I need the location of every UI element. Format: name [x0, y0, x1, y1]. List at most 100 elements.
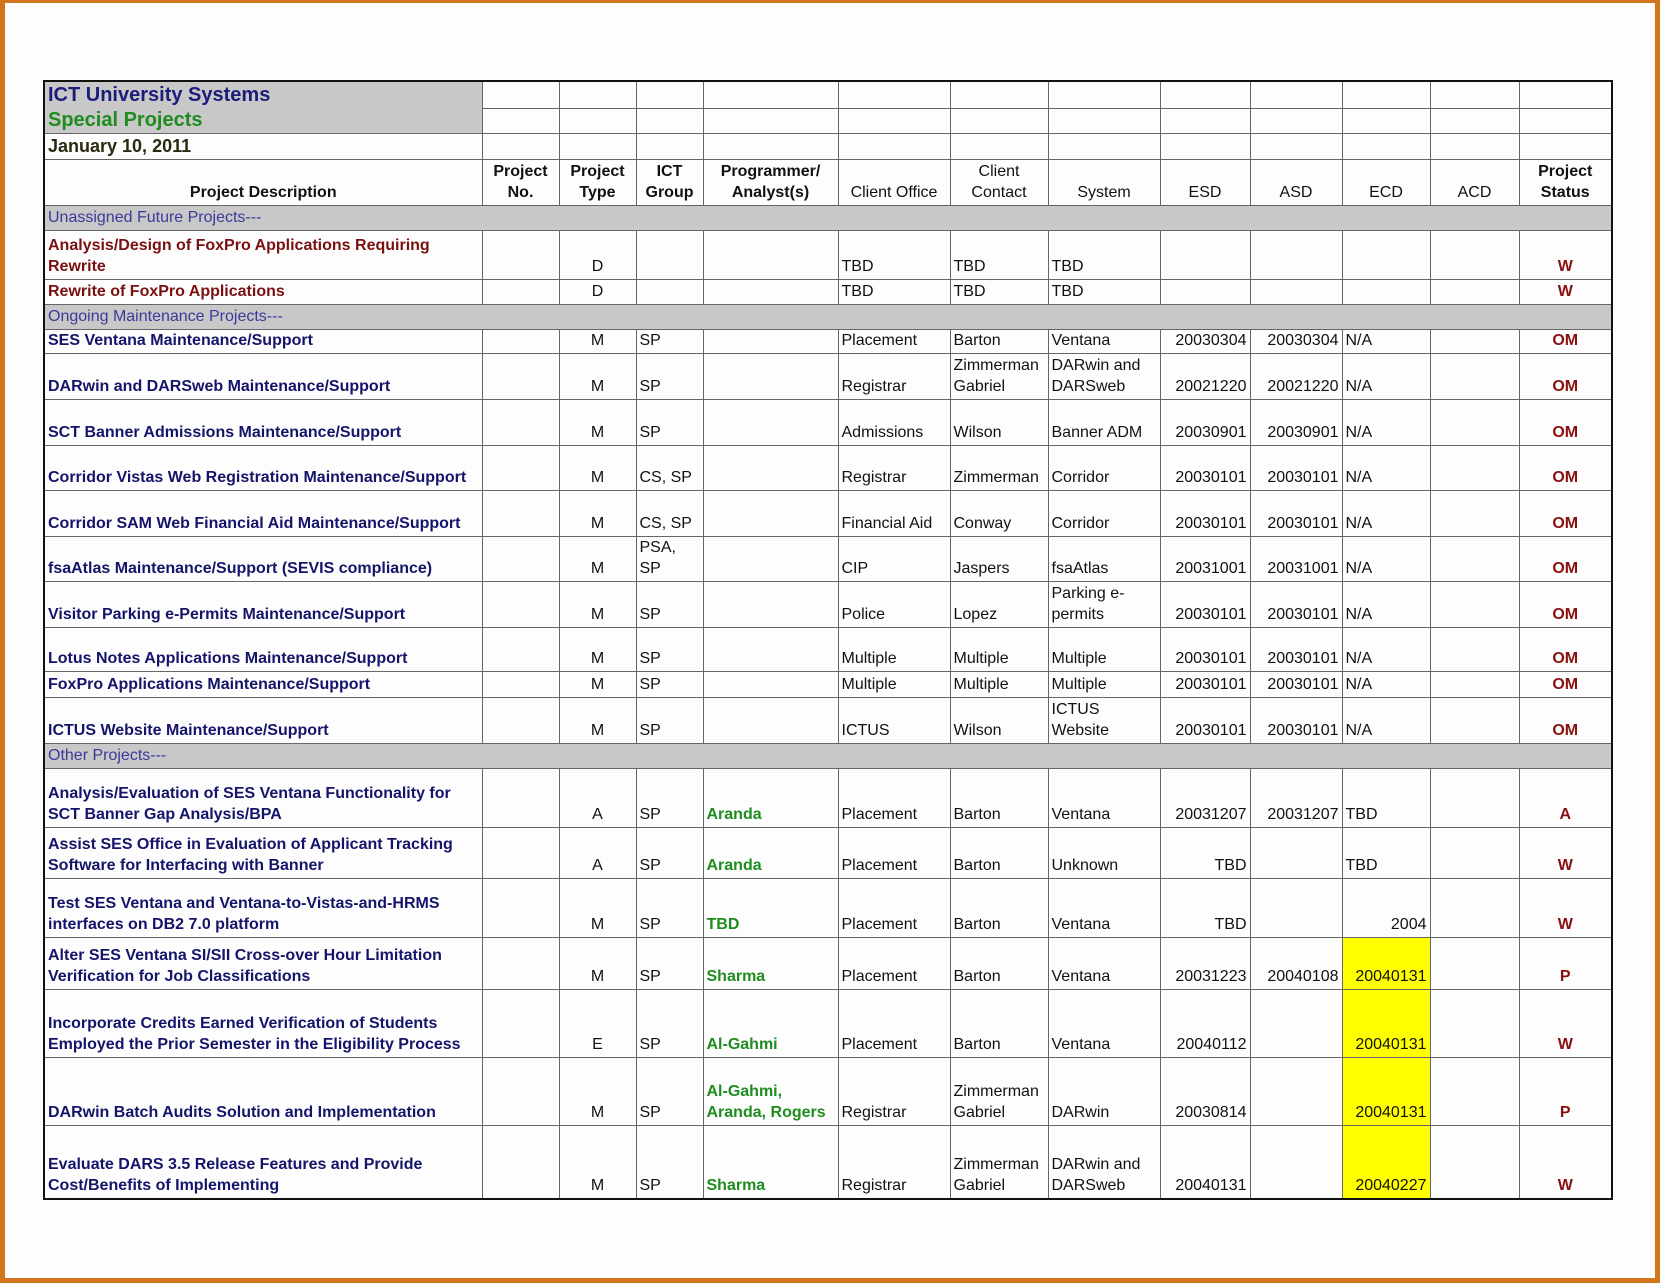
cell-office: Registrar: [837, 444, 951, 491]
cell-office: ICTUS: [837, 696, 951, 744]
cell-ecd: N/A: [1341, 670, 1431, 698]
cell-ecd: N/A: [1341, 444, 1431, 491]
header-line2: ESD: [1188, 183, 1222, 201]
empty-cell: [635, 107, 704, 134]
cell-no: [481, 767, 560, 828]
table-row[interactable]: SCT Banner Admissions Maintenance/Suppor…: [43, 398, 1613, 446]
cell-group: SP: [635, 580, 704, 628]
table-row[interactable]: Analysis/Evaluation of SES Ventana Funct…: [43, 767, 1613, 828]
table-row[interactable]: Assist SES Office in Evaluation of Appli…: [43, 826, 1613, 879]
cell-prog: [702, 229, 839, 280]
cell-office: Multiple: [837, 626, 951, 672]
table-row[interactable]: Visitor Parking e-Permits Maintenance/Su…: [43, 580, 1613, 628]
cell-group: SP: [635, 936, 704, 990]
cell-group: SP: [635, 988, 704, 1058]
cell-status: OM: [1518, 489, 1613, 537]
cell-acd: [1429, 229, 1520, 280]
cell-office: Registrar: [837, 1056, 951, 1126]
table-row[interactable]: Analysis/Design of FoxPro Applications R…: [43, 229, 1613, 280]
cell-type: M: [558, 328, 637, 354]
cell-prog: Sharma: [702, 1124, 839, 1200]
cell-acd: [1429, 580, 1520, 628]
cell-esd: 20040131: [1159, 1124, 1251, 1200]
cell-no: [481, 352, 560, 400]
cell-no: [481, 826, 560, 879]
cell-prog: [702, 626, 839, 672]
empty-cell: [1047, 80, 1161, 109]
cell-contact: TBD: [949, 278, 1049, 305]
cell-office: TBD: [837, 278, 951, 305]
table-row[interactable]: DARwin and DARSweb Maintenance/Support M S…: [43, 352, 1613, 400]
cell-acd: [1429, 535, 1520, 582]
cell-group: SP: [635, 767, 704, 828]
cell-status: OM: [1518, 352, 1613, 400]
cell-ecd: 2004: [1341, 877, 1431, 938]
cell-prog: Sharma: [702, 936, 839, 990]
cell-prog: [702, 489, 839, 537]
empty-cell: [1518, 80, 1613, 109]
cell-group: SP: [635, 1056, 704, 1126]
table-row[interactable]: DARwin Batch Audits Solution and Impleme…: [43, 1056, 1613, 1126]
cell-no: [481, 626, 560, 672]
table-row[interactable]: Alter SES Ventana SI/SII Cross-over Hour…: [43, 936, 1613, 990]
cell-prog: Aranda: [702, 767, 839, 828]
cell-asd: [1249, 877, 1343, 938]
table-row[interactable]: Evaluate DARS 3.5 Release Features and P…: [43, 1124, 1613, 1200]
cell-office: CIP: [837, 535, 951, 582]
cell-esd: [1159, 278, 1251, 305]
cell-desc: Assist SES Office in Evaluation of Appli…: [43, 826, 483, 879]
cell-prog: [702, 328, 839, 354]
empty-cell: [949, 80, 1049, 109]
cell-office: Multiple: [837, 670, 951, 698]
column-header: Project Description: [43, 158, 483, 206]
table-row[interactable]: FoxPro Applications Maintenance/Support M…: [43, 670, 1613, 698]
cell-esd: 20030101: [1159, 696, 1251, 744]
cell-no: [481, 278, 560, 305]
cell-office: Financial Aid: [837, 489, 951, 537]
table-row[interactable]: Incorporate Credits Earned Verification …: [43, 988, 1613, 1058]
cell-contact: Barton: [949, 988, 1049, 1058]
empty-cell: [1429, 107, 1520, 134]
cell-group: PSA, SP: [635, 535, 704, 582]
cell-system: ICTUS Website: [1047, 696, 1161, 744]
column-header: Project No.: [481, 158, 560, 206]
cell-status: W: [1518, 1124, 1613, 1200]
table-row[interactable]: Corridor SAM Web Financial Aid Maintenan…: [43, 489, 1613, 537]
header-line2: Type: [579, 183, 616, 201]
table-row[interactable]: Rewrite of FoxPro Applications D TBD TBD TBD…: [43, 278, 1613, 305]
table-row[interactable]: Test SES Ventana and Ventana-to-Vistas-a…: [43, 877, 1613, 938]
column-header: Client Contact: [949, 158, 1049, 206]
cell-status: OM: [1518, 580, 1613, 628]
cell-asd: 20030101: [1249, 696, 1343, 744]
cell-system: Corridor: [1047, 444, 1161, 491]
cell-type: M: [558, 1124, 637, 1200]
cell-prog: [702, 444, 839, 491]
cell-type: M: [558, 398, 637, 446]
table-row[interactable]: ICTUS Website Maintenance/Support M SP ICTU…: [43, 696, 1613, 744]
table-row[interactable]: SES Ventana Maintenance/Support M SP Placem…: [43, 328, 1613, 354]
header-line2: No.: [507, 183, 534, 201]
cell-system: Banner ADM: [1047, 398, 1161, 446]
cell-system: Parking e-permits: [1047, 580, 1161, 628]
cell-esd: 20030304: [1159, 328, 1251, 354]
table-row[interactable]: Corridor Vistas Web Registration Mainten…: [43, 444, 1613, 491]
table-row[interactable]: fsaAtlas Maintenance/Support (SEVIS comp…: [43, 535, 1613, 582]
table-row[interactable]: Lotus Notes Applications Maintenance/Sup…: [43, 626, 1613, 672]
empty-cell: [1429, 80, 1520, 109]
column-header: ACD: [1429, 158, 1520, 206]
cell-status: OM: [1518, 444, 1613, 491]
cell-esd: 20031001: [1159, 535, 1251, 582]
cell-desc: Lotus Notes Applications Maintenance/Sup…: [43, 626, 483, 672]
cell-contact: Barton: [949, 877, 1049, 938]
empty-cell: [558, 132, 637, 160]
cell-contact: Zimmerman Gabriel: [949, 1124, 1049, 1200]
cell-group: SP: [635, 1124, 704, 1200]
cell-asd: 20031207: [1249, 767, 1343, 828]
cell-no: [481, 580, 560, 628]
cell-type: M: [558, 626, 637, 672]
cell-asd: 20030101: [1249, 489, 1343, 537]
header-line2: Status: [1540, 183, 1590, 201]
header-line1: Client: [978, 162, 1020, 180]
cell-status: P: [1518, 936, 1613, 990]
cell-system: Ventana: [1047, 328, 1161, 354]
